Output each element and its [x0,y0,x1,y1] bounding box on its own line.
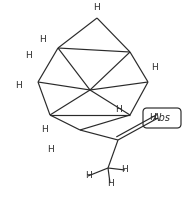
Text: H: H [115,105,121,114]
Text: H: H [15,81,21,90]
Text: H: H [94,3,100,12]
Text: H: H [152,63,158,72]
FancyBboxPatch shape [143,108,181,128]
Text: Abs: Abs [153,113,171,123]
Text: H: H [107,178,113,187]
Text: H: H [25,51,31,61]
Text: H: H [149,113,155,122]
Text: H: H [85,172,91,181]
Text: H: H [39,35,45,44]
Text: H: H [47,145,53,154]
Text: H: H [41,125,47,134]
Text: H: H [122,165,128,174]
